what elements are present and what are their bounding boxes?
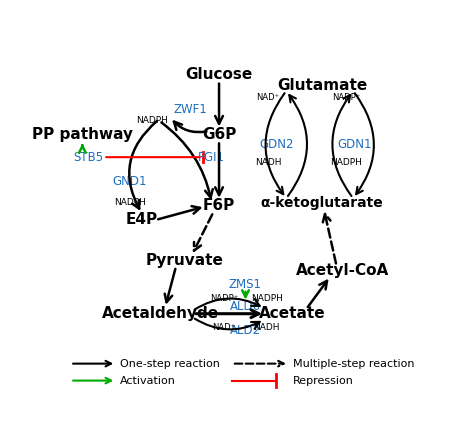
- Text: STB5: STB5: [73, 151, 104, 164]
- Text: Glucose: Glucose: [185, 67, 253, 82]
- Text: GDN1: GDN1: [337, 138, 372, 151]
- Text: ALD2: ALD2: [230, 324, 261, 337]
- Text: NADP⁺: NADP⁺: [210, 294, 238, 303]
- Text: NADPH: NADPH: [114, 198, 146, 207]
- Text: ZMS1: ZMS1: [229, 278, 262, 291]
- Text: Acetate: Acetate: [259, 306, 326, 321]
- Text: Pyruvate: Pyruvate: [145, 253, 223, 268]
- Text: GDN2: GDN2: [259, 138, 294, 151]
- Text: NADPH: NADPH: [136, 116, 168, 125]
- Text: PP pathway: PP pathway: [32, 127, 133, 142]
- Text: Glutamate: Glutamate: [277, 78, 367, 93]
- Text: ZWF1: ZWF1: [174, 104, 208, 116]
- Text: F6P: F6P: [203, 198, 235, 213]
- Text: NADPH: NADPH: [330, 158, 363, 167]
- Text: NAD⁺: NAD⁺: [256, 93, 280, 102]
- Text: Acetyl-CoA: Acetyl-CoA: [295, 263, 389, 278]
- Text: Activation: Activation: [120, 376, 176, 385]
- Text: E4P: E4P: [126, 213, 158, 228]
- Text: NADH: NADH: [254, 323, 280, 333]
- Text: NAD⁺: NAD⁺: [212, 323, 236, 333]
- Text: PGI1: PGI1: [198, 151, 225, 164]
- Text: α-ketoglutarate: α-ketoglutarate: [261, 196, 383, 210]
- Text: One-step reaction: One-step reaction: [120, 359, 220, 369]
- Text: NADP⁺: NADP⁺: [332, 93, 361, 102]
- Text: GND1: GND1: [112, 175, 147, 188]
- Text: NADPH: NADPH: [251, 294, 283, 303]
- Text: Repression: Repression: [292, 376, 354, 385]
- Text: G6P: G6P: [202, 127, 236, 142]
- Text: Acetaldehyde: Acetaldehyde: [102, 306, 219, 321]
- Text: Multiple-step reaction: Multiple-step reaction: [292, 359, 414, 369]
- Text: NADH: NADH: [255, 158, 281, 167]
- Text: ALD6: ALD6: [230, 300, 261, 314]
